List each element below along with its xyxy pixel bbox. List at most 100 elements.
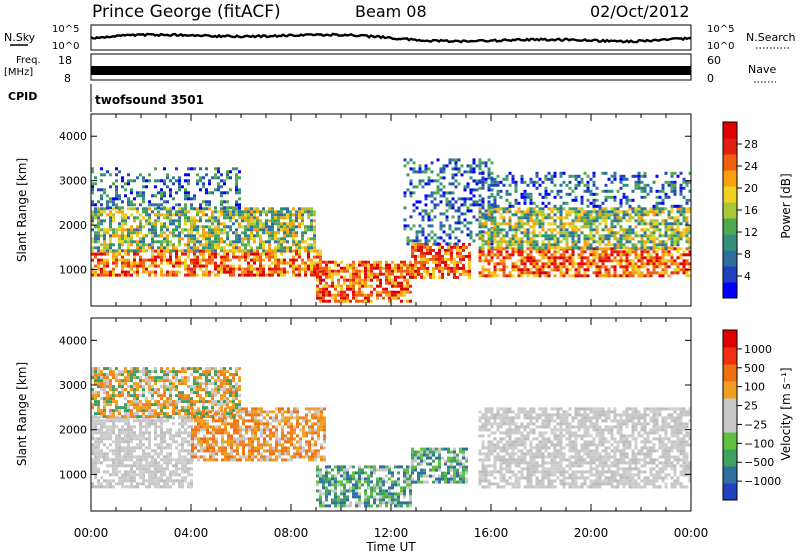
echo-cell <box>646 222 650 226</box>
echo-cell <box>544 243 548 247</box>
echo-cell <box>154 449 157 453</box>
echo-cell <box>118 458 121 462</box>
echo-cell <box>664 231 668 235</box>
echo-cell <box>229 270 232 274</box>
echo-cell <box>199 261 202 265</box>
echo-cell <box>364 296 367 300</box>
echo-cell <box>133 473 136 477</box>
echo-cell <box>194 452 197 456</box>
echo-cell <box>637 207 641 211</box>
echo-cell <box>574 174 578 178</box>
echo-cell <box>91 237 94 241</box>
echo-cell <box>430 200 434 204</box>
echo-cell <box>370 299 373 303</box>
echo-cell <box>187 431 190 435</box>
echo-cell <box>361 278 364 282</box>
echo-cell <box>91 419 94 423</box>
echo-cell <box>160 434 163 438</box>
echo-cell <box>223 213 226 217</box>
echo-cell <box>259 273 262 277</box>
echo-cell <box>238 255 241 259</box>
echo-cell <box>601 274 605 278</box>
echo-cell <box>565 271 569 275</box>
echo-cell <box>667 213 671 217</box>
echo-cell <box>232 249 235 253</box>
echo-cell <box>203 419 206 423</box>
echo-cell <box>127 464 130 468</box>
echo-cell <box>242 449 245 453</box>
echo-cell <box>181 237 184 241</box>
echo-cell <box>295 243 298 247</box>
echo-cell <box>435 251 438 255</box>
echo-cell <box>199 267 202 271</box>
echo-cell <box>127 473 130 477</box>
echo-cell <box>169 213 172 217</box>
echo-cell <box>157 470 160 474</box>
echo-cell <box>181 252 184 256</box>
echo-cell <box>586 262 590 266</box>
echo-cell <box>280 243 283 247</box>
echo-cell <box>598 240 602 244</box>
echo-cell <box>457 215 461 219</box>
echo-cell <box>274 222 277 226</box>
echo-cell <box>130 437 133 441</box>
echo-cell <box>217 222 220 226</box>
echo-cell <box>438 251 441 255</box>
echo-cell <box>487 204 491 208</box>
echo-cell <box>175 191 178 195</box>
echo-cell <box>166 207 169 211</box>
echo-cell <box>94 461 97 465</box>
echo-cell <box>244 270 247 274</box>
echo-cell <box>403 194 407 198</box>
echo-cell <box>266 419 269 423</box>
echo-cell <box>484 253 488 257</box>
echo-cell <box>685 271 689 275</box>
echo-cell <box>447 263 450 267</box>
echo-cell <box>426 248 429 252</box>
echo-cell <box>421 209 425 213</box>
echo-cell <box>325 299 328 303</box>
echo-cell <box>212 458 215 462</box>
echo-cell <box>580 198 584 202</box>
echo-cell <box>205 246 208 250</box>
echo-cell <box>544 192 548 196</box>
echo-cell <box>217 267 220 271</box>
echo-cell <box>205 167 208 171</box>
echo-cell <box>203 446 206 450</box>
echo-cell <box>472 161 476 165</box>
echo-cell <box>655 189 659 193</box>
echo-cell <box>454 167 458 171</box>
echo-cell <box>414 272 417 276</box>
echo-cell <box>109 240 112 244</box>
echo-cell <box>142 261 145 265</box>
echo-cell <box>520 256 524 260</box>
echo-cell <box>202 185 205 189</box>
echo-cell <box>256 225 259 229</box>
echo-cell <box>199 240 202 244</box>
echo-cell <box>577 219 581 223</box>
echo-cell <box>268 246 271 250</box>
echo-cell <box>91 467 94 471</box>
echo-cell <box>121 185 124 189</box>
echo-cell <box>592 228 596 232</box>
echo-cell <box>574 177 578 181</box>
echo-cell <box>583 213 587 217</box>
echo-cell <box>562 171 566 175</box>
echo-cell <box>154 261 157 265</box>
echo-cell <box>595 225 599 229</box>
echo-cell <box>127 437 130 441</box>
echo-cell <box>103 267 106 271</box>
echo-cell <box>529 225 533 229</box>
echo-cell <box>115 467 118 471</box>
echo-cell <box>373 272 376 276</box>
echo-cell <box>115 419 118 423</box>
echo-cell <box>277 222 280 226</box>
echo-cell <box>481 203 485 207</box>
echo-cell <box>661 274 665 278</box>
echo-cell <box>232 246 235 250</box>
echo-cell <box>571 274 575 278</box>
echo-cell <box>601 201 605 205</box>
echo-cell <box>280 225 283 229</box>
echo-cell <box>598 253 602 257</box>
echo-cell <box>496 256 500 260</box>
